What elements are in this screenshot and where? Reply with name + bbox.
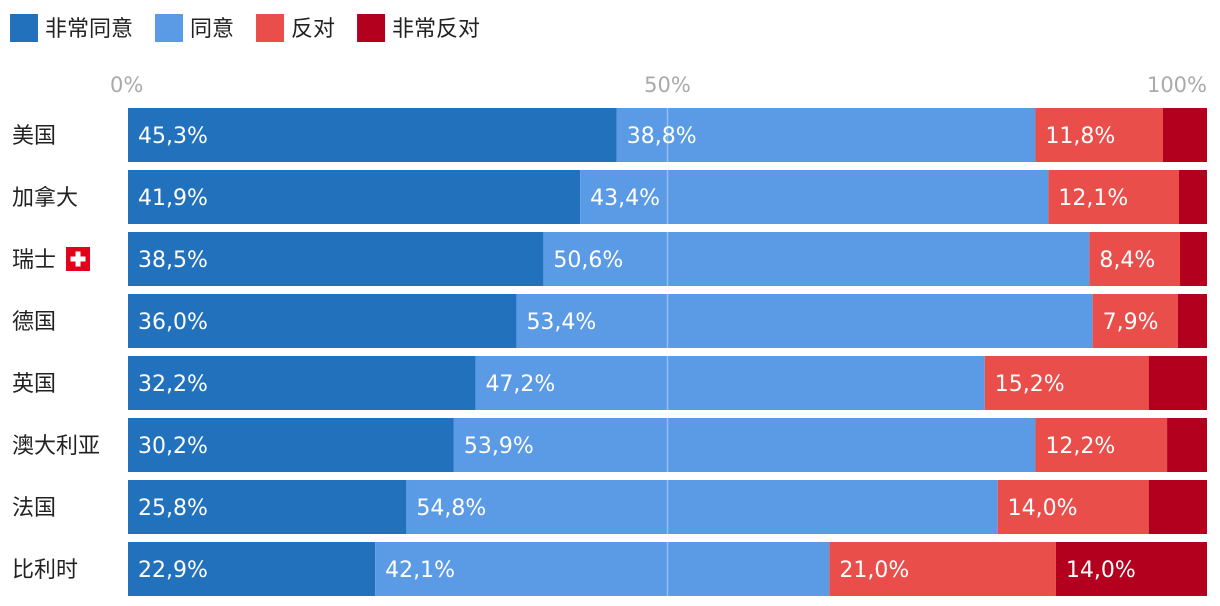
bar-segment	[997, 480, 1149, 534]
bar-segment	[1148, 356, 1207, 410]
x-tick-label: 50%	[644, 73, 691, 97]
category-label: 法国	[12, 496, 56, 521]
data-label: 43,4%	[590, 186, 660, 211]
data-label: 47,2%	[485, 372, 555, 397]
data-label: 12,1%	[1058, 186, 1128, 211]
bar-segment	[128, 356, 476, 410]
bar-segment	[375, 542, 830, 596]
bar-segment	[1055, 542, 1207, 596]
data-label: 32,2%	[138, 372, 208, 397]
data-label: 21,0%	[839, 558, 909, 583]
data-label: 22,9%	[138, 558, 208, 583]
bar-segment	[128, 294, 517, 348]
data-label: 53,4%	[526, 310, 596, 335]
x-axis-ticks: 0% 50% 100%	[110, 73, 1207, 97]
data-label: 45,3%	[138, 124, 208, 149]
flag-cross-horizontal	[70, 256, 86, 262]
bar-segment	[1178, 170, 1207, 224]
bar-segment	[128, 170, 581, 224]
legend-label: 非常同意	[45, 17, 133, 42]
legend-item: 反对	[256, 14, 335, 42]
data-label: 38,8%	[627, 124, 697, 149]
legend-label: 反对	[291, 17, 335, 42]
data-label: 54,8%	[416, 496, 486, 521]
data-label: 25,8%	[138, 496, 208, 521]
data-label: 53,9%	[464, 434, 534, 459]
bar-segment	[128, 480, 407, 534]
bar-segment	[1089, 232, 1181, 286]
data-label: 36,0%	[138, 310, 208, 335]
data-label: 11,8%	[1045, 124, 1115, 149]
category-label: 澳大利亚	[12, 434, 100, 459]
legend-swatch	[256, 14, 285, 42]
data-label: 14,0%	[1066, 558, 1136, 583]
data-label: 41,9%	[138, 186, 208, 211]
bar-segment	[1148, 480, 1207, 534]
x-tick-label: 100%	[1147, 73, 1207, 97]
bar-segment	[1035, 108, 1163, 162]
bar-segment	[453, 418, 1036, 472]
bar-segment	[1048, 170, 1179, 224]
legend-label: 同意	[190, 17, 234, 42]
data-label: 15,2%	[995, 372, 1065, 397]
legend-swatch	[10, 14, 38, 42]
data-label: 7,9%	[1103, 310, 1159, 335]
category-label: 比利时	[12, 558, 78, 583]
legend: 非常同意 同意 反对 非常反对	[10, 14, 480, 42]
data-label: 14,0%	[1008, 496, 1078, 521]
bar-segment	[1177, 294, 1207, 348]
legend-item: 同意	[155, 14, 234, 42]
bar-segment	[829, 542, 1056, 596]
bar-segment	[406, 480, 998, 534]
data-labels: 45,3% 38,8% 11,8% 41,9% 43,4% 12,1% 38,5% 50,6%…	[138, 124, 1159, 583]
category-label: 加拿大	[12, 185, 78, 211]
bar-segment	[128, 108, 617, 162]
data-label: 12,2%	[1045, 434, 1115, 459]
x-tick-label: 0%	[110, 73, 143, 97]
bar-segment	[1180, 232, 1207, 286]
category-label: 瑞士	[12, 248, 56, 273]
legend-swatch	[155, 14, 184, 42]
bars	[128, 108, 1207, 596]
bar-segment	[616, 108, 1036, 162]
data-label: 50,6%	[553, 248, 623, 273]
legend-swatch	[357, 14, 386, 42]
bar-segment	[1167, 418, 1207, 472]
data-label: 38,5%	[138, 248, 208, 273]
bar-segment	[984, 356, 1149, 410]
bar-segment	[543, 232, 1090, 286]
category-label: 英国	[12, 372, 56, 397]
bar-segment	[128, 232, 544, 286]
data-label: 30,2%	[138, 434, 208, 459]
category-label: 德国	[12, 310, 56, 335]
bar-segment	[1092, 294, 1178, 348]
data-label: 8,4%	[1099, 248, 1155, 273]
legend-item: 非常反对	[357, 14, 480, 42]
bar-segment	[475, 356, 985, 410]
bar-segment	[128, 418, 454, 472]
legend-item: 非常同意	[10, 14, 133, 42]
bar-segment	[1162, 108, 1207, 162]
category-label: 美国	[12, 124, 56, 149]
bar-segment	[128, 542, 376, 596]
data-label: 42,1%	[385, 558, 455, 583]
bar-segment	[1035, 418, 1168, 472]
bar-segment	[516, 294, 1093, 348]
legend-label: 非常反对	[392, 17, 480, 42]
bar-segment	[580, 170, 1049, 224]
swiss-flag-icon	[66, 247, 91, 271]
